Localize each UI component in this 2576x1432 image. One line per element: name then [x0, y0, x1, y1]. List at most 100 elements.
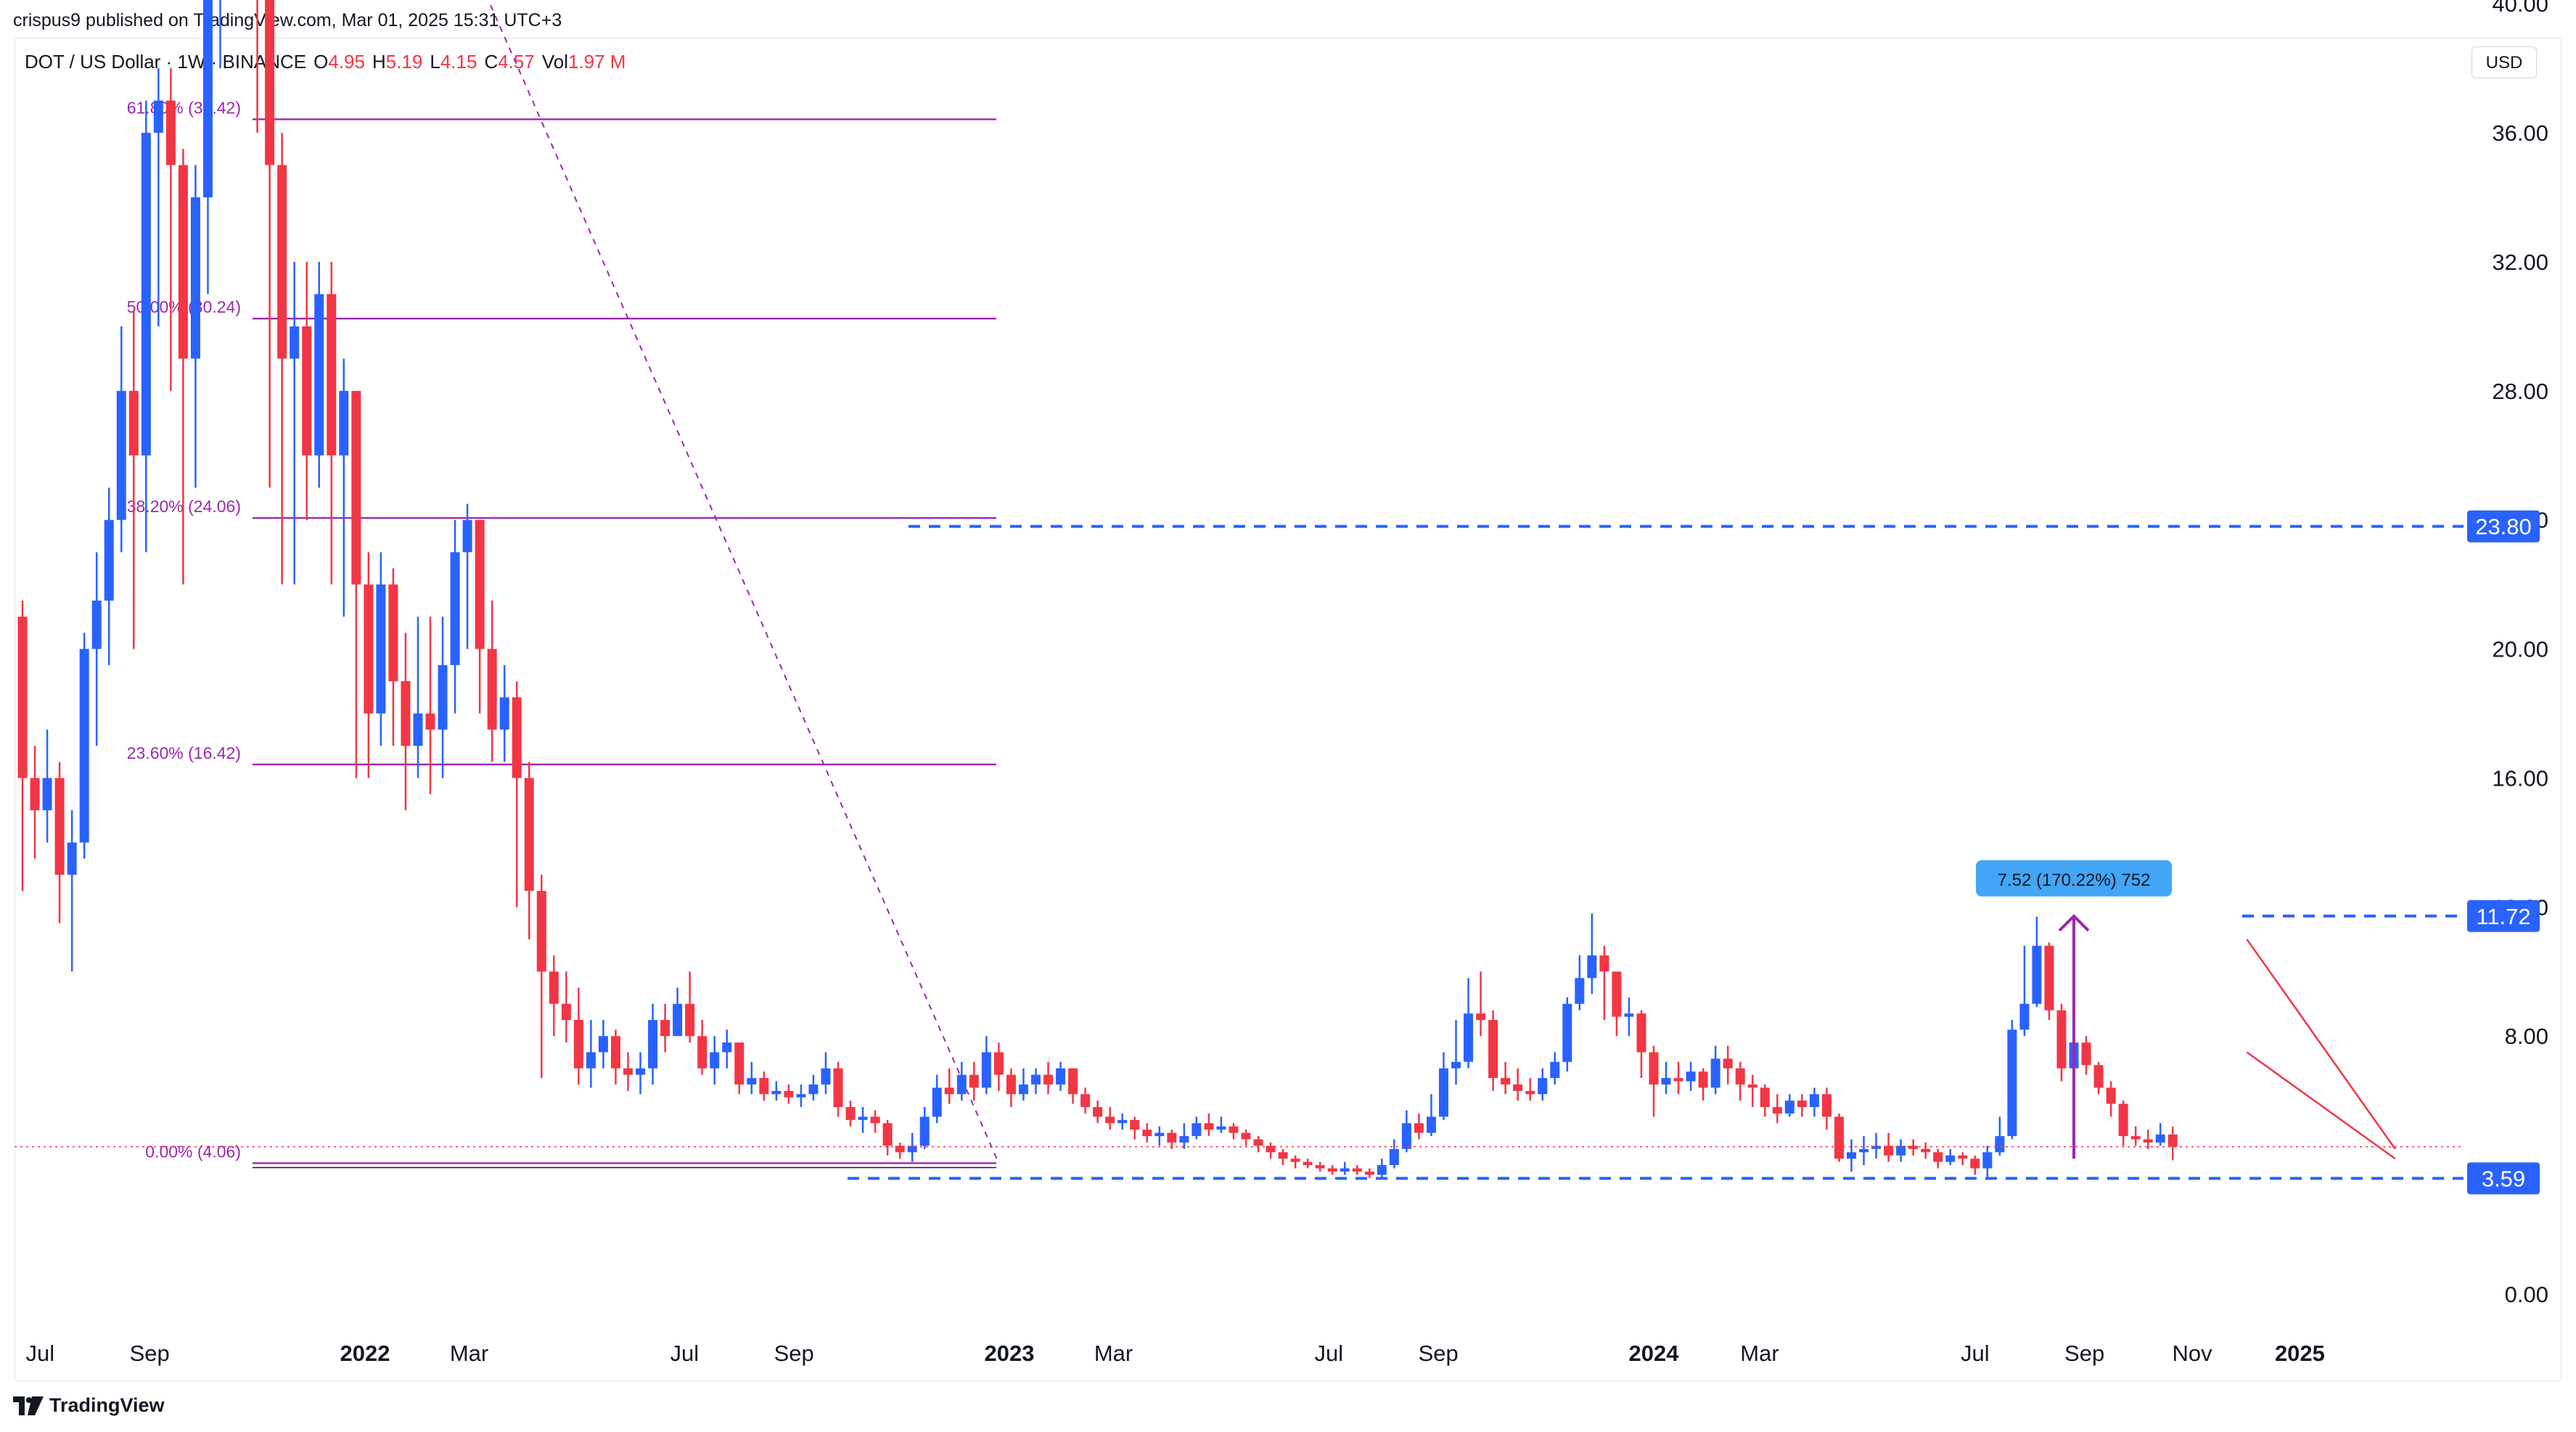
candle-body	[190, 197, 200, 359]
price-level-label: 11.72	[2476, 904, 2530, 929]
candle-body	[512, 697, 522, 778]
candle-body	[1401, 1123, 1411, 1149]
candle-body	[1587, 955, 1597, 979]
candle-body	[116, 390, 126, 520]
candle-body	[1043, 1074, 1054, 1085]
candle-body	[1290, 1159, 1300, 1162]
candle-body	[821, 1068, 831, 1085]
candle-body	[1426, 1116, 1436, 1133]
candle-body	[388, 584, 398, 682]
candle-body	[969, 1074, 979, 1088]
price-level-badge	[2467, 1162, 2540, 1195]
candle-body	[1970, 1159, 1980, 1169]
candle-body	[1550, 1061, 1560, 1079]
candle-body	[376, 584, 386, 714]
x-axis-tick-label: Sep	[1419, 1341, 1459, 1366]
candle-body	[1080, 1094, 1091, 1108]
candle-body	[2081, 1042, 2091, 1066]
candle-body	[450, 552, 460, 665]
candle-body	[1327, 1168, 1337, 1172]
candle-body	[1488, 1020, 1498, 1079]
currency-button[interactable]: USD	[2472, 46, 2537, 78]
candle-body	[710, 1052, 720, 1069]
tradingview-brand[interactable]: TradingView	[13, 1394, 165, 1417]
candle-body	[536, 891, 546, 972]
candle-body	[1030, 1074, 1041, 1085]
candle-body	[1723, 1058, 1733, 1069]
candle-body	[1525, 1090, 1535, 1095]
candle-body	[1006, 1074, 1016, 1095]
candle-body	[1735, 1068, 1745, 1085]
x-axis-tick-label: Sep	[130, 1341, 170, 1366]
candle-body	[1216, 1126, 1226, 1130]
candle-body	[364, 584, 374, 714]
candle-body	[351, 390, 361, 585]
candle-body	[1068, 1068, 1078, 1095]
symbol-name[interactable]: DOT / US Dollar · 1W · BINANCE	[25, 51, 307, 73]
wedge-upper-line	[2246, 939, 2396, 1150]
candle-body	[598, 1036, 608, 1053]
candle-body	[1747, 1084, 1757, 1088]
candle-body	[1093, 1107, 1103, 1117]
candle-body	[2019, 1003, 2030, 1030]
candle-body	[1513, 1084, 1523, 1091]
candle-body	[2106, 1087, 2116, 1104]
candle-body	[1896, 1145, 1906, 1156]
candle-body	[1228, 1126, 1239, 1133]
close-label: C	[484, 51, 499, 73]
candle-body	[1241, 1132, 1251, 1140]
candle-body	[153, 100, 163, 133]
candle-body	[2056, 1010, 2067, 1069]
x-axis-tick-label: Nov	[2172, 1341, 2212, 1366]
candle-body	[1266, 1145, 1276, 1153]
candle-body	[1538, 1078, 1548, 1095]
candle-body	[1340, 1168, 1350, 1172]
chart-frame[interactable]	[15, 38, 2561, 1381]
x-axis-tick-label: Mar	[1740, 1341, 1779, 1366]
candle-body	[1797, 1100, 1807, 1108]
candle-body	[425, 713, 435, 730]
candle-body	[1501, 1078, 1511, 1085]
candle-body	[499, 697, 509, 730]
candle-body	[1179, 1136, 1189, 1143]
candle-body	[1142, 1129, 1152, 1137]
candle-body	[1303, 1161, 1313, 1166]
x-axis-tick-label: Jul	[670, 1341, 700, 1366]
candle-body	[1476, 1013, 1486, 1021]
candle-body	[1908, 1145, 1919, 1149]
candle-body	[1698, 1071, 1708, 1088]
candle-body	[178, 165, 188, 359]
publisher-line: crispus9 published on TradingView.com, M…	[13, 10, 562, 30]
candle-body	[747, 1078, 757, 1085]
candle-body	[91, 600, 102, 649]
y-axis-tick-label: 8.00	[2505, 1024, 2548, 1049]
x-axis-tick-label: 2024	[1629, 1341, 1680, 1366]
price-level-label: 3.59	[2482, 1166, 2525, 1191]
candle-body	[1451, 1061, 1461, 1069]
candle-body	[17, 617, 28, 778]
measure-label-box	[1976, 860, 2173, 897]
price-level-badge	[2467, 510, 2540, 543]
candle-body	[796, 1094, 806, 1098]
candle-body	[438, 664, 448, 730]
candle-body	[1056, 1068, 1066, 1085]
candle-body	[42, 778, 52, 810]
candle-body	[1154, 1132, 1165, 1137]
x-axis-tick-label: Mar	[1094, 1341, 1133, 1366]
candle-body	[2155, 1134, 2165, 1143]
candle-body	[2007, 1029, 2017, 1137]
candle-body	[2130, 1136, 2141, 1140]
x-axis-tick-label: Mar	[450, 1341, 488, 1366]
candle-body	[1995, 1136, 2005, 1153]
candle-body	[808, 1084, 819, 1095]
candle-body	[907, 1145, 917, 1153]
candle-body	[290, 326, 300, 359]
candle-body	[1414, 1123, 1424, 1133]
candle-body	[1562, 1003, 1572, 1062]
candle-body	[128, 390, 139, 456]
candle-body	[1834, 1116, 1844, 1159]
candle-body	[1661, 1078, 1671, 1085]
candle-body	[54, 778, 65, 875]
brand-name: TradingView	[49, 1394, 165, 1416]
